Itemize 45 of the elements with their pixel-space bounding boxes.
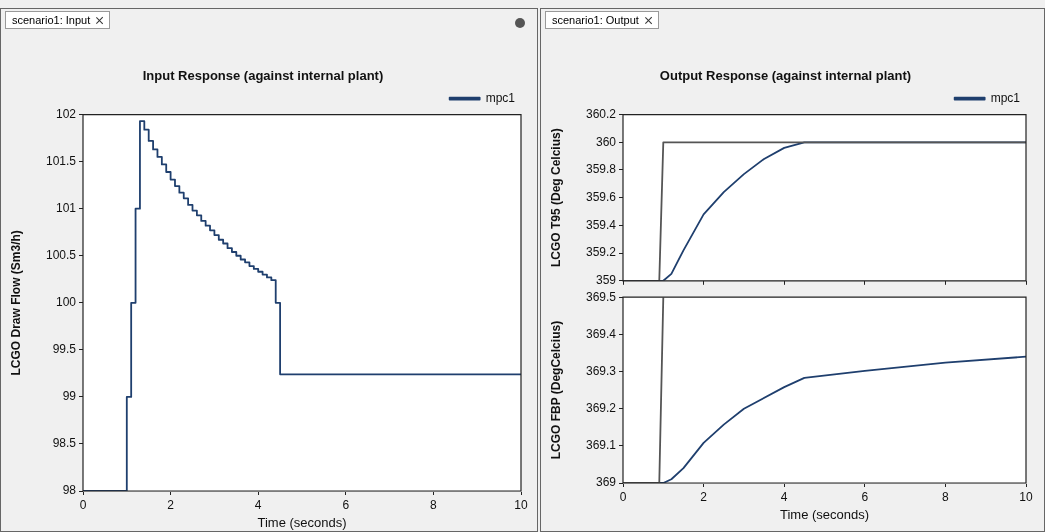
chart-title: Input Response (against internal plant) <box>142 68 384 84</box>
y-tick-label: 359.2 <box>585 245 617 260</box>
y-tick-label: 359.8 <box>585 162 617 177</box>
x-tick-label: 10 <box>1019 489 1033 504</box>
y-tick-label: 100 <box>55 295 77 310</box>
y-tick-label: 102 <box>55 106 77 121</box>
y-tick-label: 101 <box>55 201 77 216</box>
y-tick-label: 359.4 <box>585 217 617 232</box>
chart-title: Output Response (against internal plant) <box>659 68 912 84</box>
x-tick-label: 4 <box>254 497 262 512</box>
x-tick-label: 2 <box>167 497 175 512</box>
y-tick-label: 98.5 <box>52 436 77 451</box>
y-tick-label: 369.3 <box>585 363 617 378</box>
y-tick-label: 369 <box>595 475 617 490</box>
x-tick-label: 10 <box>514 497 528 512</box>
y-tick-label: 360.2 <box>585 106 617 121</box>
x-tick-label: 2 <box>700 489 708 504</box>
x-axis-title: Time (seconds) <box>779 506 870 522</box>
y-tick-label: 369.1 <box>585 438 617 453</box>
x-tick-label: 6 <box>861 489 869 504</box>
x-tick-label: 4 <box>780 489 788 504</box>
x-tick-label: 0 <box>79 497 87 512</box>
y-tick-label: 369.5 <box>585 289 617 304</box>
y-tick-label: 359.6 <box>585 190 617 205</box>
y-tick-label: 359 <box>595 273 617 288</box>
x-tick-label: 8 <box>942 489 950 504</box>
y-tick-label: 369.2 <box>585 400 617 415</box>
y-axis-title: LCGO FBP (DegCelcius) <box>548 320 563 460</box>
x-tick-label: 8 <box>430 497 438 512</box>
y-tick-label: 99.5 <box>52 342 77 357</box>
text: scenario1: Output <box>552 14 639 26</box>
y-tick-label: 360 <box>595 134 617 149</box>
y-axis-title: LCGO T95 (Deg Celcius) <box>548 128 563 268</box>
legend-label: mpc1 <box>485 90 516 105</box>
x-tick-label: 0 <box>619 489 627 504</box>
x-tick-label: 6 <box>342 497 350 512</box>
x-axis-title: Time (seconds) <box>257 514 347 530</box>
y-tick-label: 101.5 <box>45 153 77 168</box>
text: scenario1: Input <box>12 14 91 26</box>
y-tick-label: 369.4 <box>585 326 617 341</box>
y-axis-title: LCGO Draw Flow (Sm3/h) <box>8 230 23 376</box>
legend-label: mpc1 <box>990 90 1021 105</box>
y-tick-label: 100.5 <box>45 248 77 263</box>
y-tick-label: 99 <box>62 389 77 404</box>
y-tick-label: 98 <box>62 483 77 498</box>
